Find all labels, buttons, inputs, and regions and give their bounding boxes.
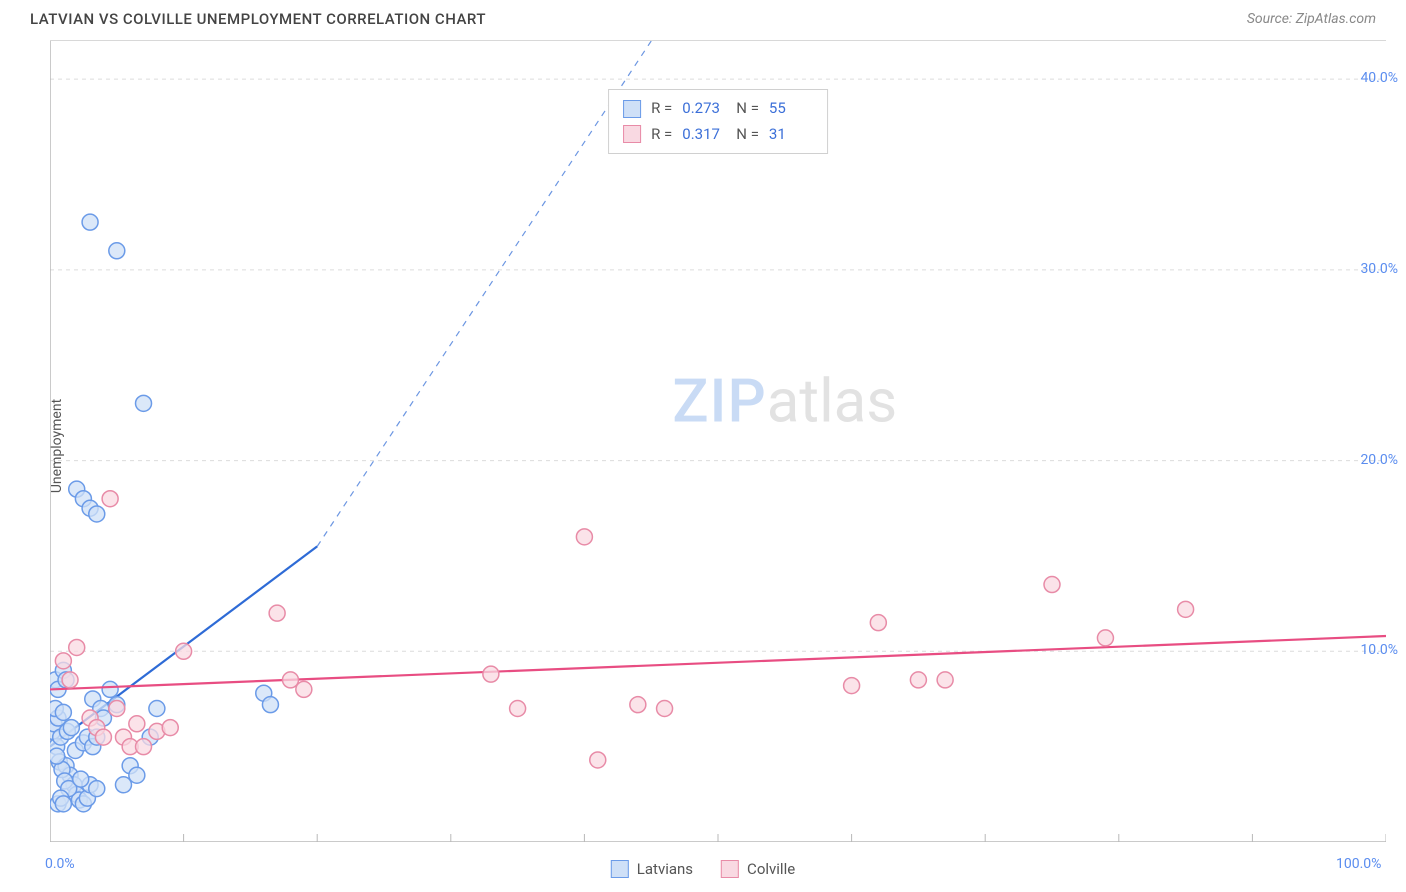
scatter-plot-svg — [50, 41, 1386, 842]
legend-swatch-latvians — [611, 860, 629, 878]
swatch-latvians — [623, 100, 641, 118]
legend-label-colville: Colville — [747, 860, 795, 878]
y-tick-label: 30.0% — [1360, 261, 1398, 277]
stats-row-colville: R = 0.317 N = 31 — [623, 122, 813, 148]
legend: Latvians Colville — [611, 860, 795, 878]
y-tick-label: 40.0% — [1360, 70, 1398, 86]
stats-box: R = 0.273 N = 55 R = 0.317 N = 31 — [608, 89, 828, 154]
x-tick-label: 0.0% — [45, 856, 75, 872]
y-tick-label: 10.0% — [1360, 642, 1398, 658]
legend-item-latvians: Latvians — [611, 860, 693, 878]
source-attribution: Source: ZipAtlas.com — [1247, 11, 1376, 27]
legend-swatch-colville — [721, 860, 739, 878]
r-label: R = — [651, 122, 672, 148]
chart-area: ZIPatlas R =0.273N =55R =0.317N =31 — [50, 40, 1386, 842]
chart-title: LATVIAN VS COLVILLE UNEMPLOYMENT CORRELA… — [30, 10, 486, 28]
y-tick-label: 20.0% — [1360, 452, 1398, 468]
r-label: R = — [651, 96, 672, 122]
r-value-colville: 0.317 — [682, 122, 726, 148]
n-value-latvians: 55 — [769, 96, 813, 122]
n-label: N = — [736, 122, 759, 148]
n-value-colville: 31 — [769, 122, 813, 148]
x-tick-label: 100.0% — [1336, 856, 1381, 872]
stats-row-latvians: R = 0.273 N = 55 — [623, 96, 813, 122]
legend-label-latvians: Latvians — [637, 860, 693, 878]
n-label: N = — [736, 96, 759, 122]
r-value-latvians: 0.273 — [682, 96, 726, 122]
legend-item-colville: Colville — [721, 860, 795, 878]
swatch-colville — [623, 125, 641, 143]
